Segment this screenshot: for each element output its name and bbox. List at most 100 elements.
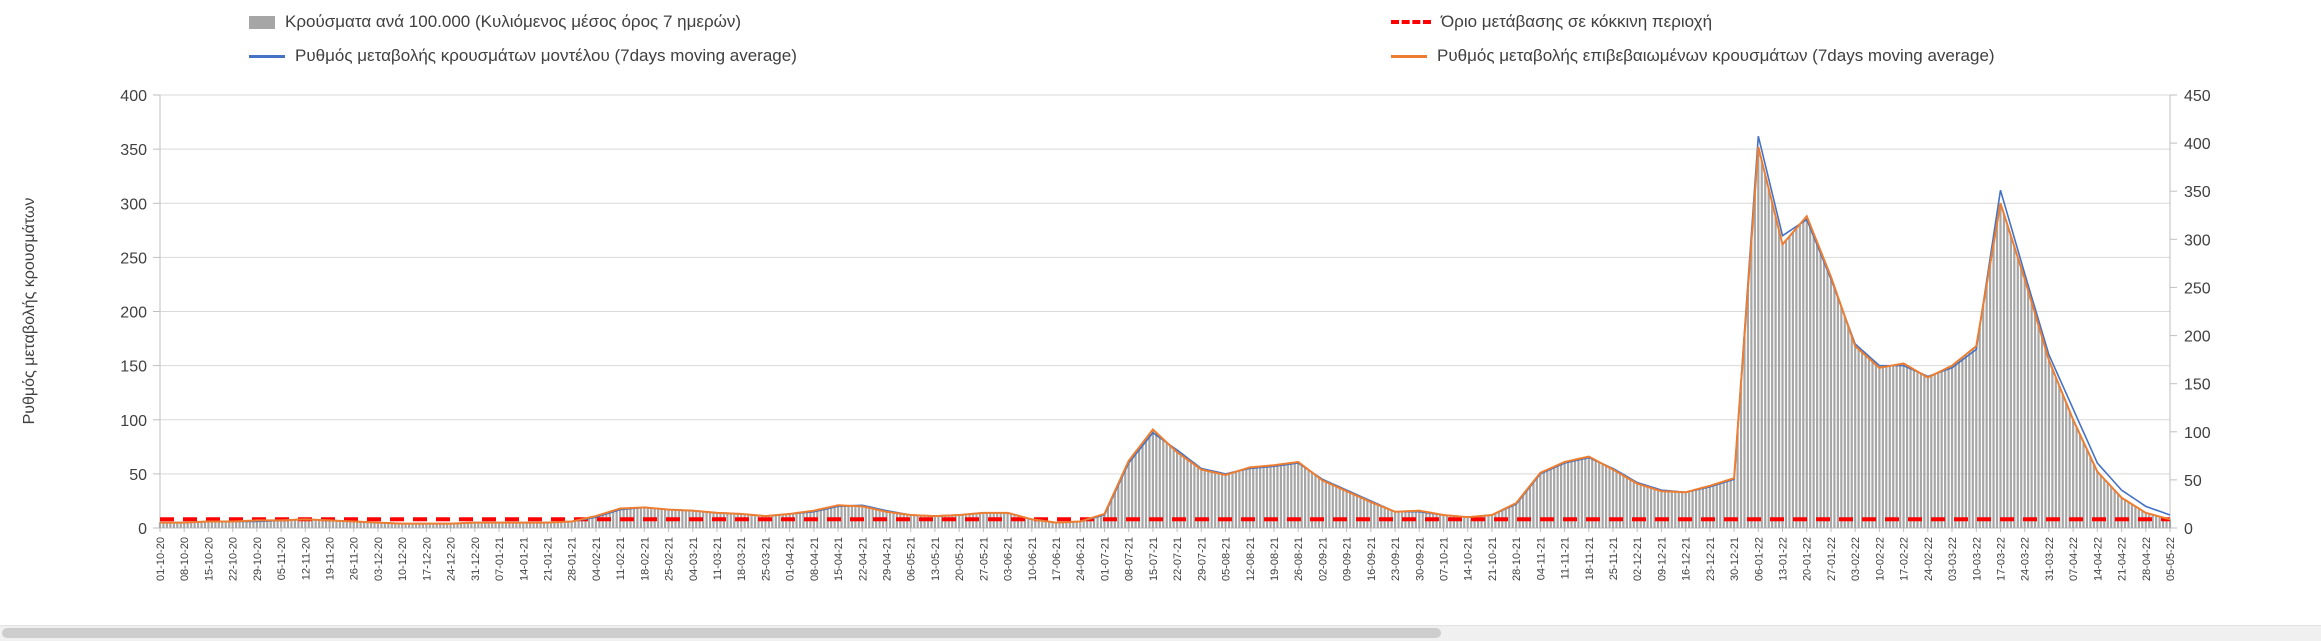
x-axis-tick-label: 21-10-21 xyxy=(1487,537,1499,581)
x-axis-tick-label: 02-12-21 xyxy=(1632,537,1644,581)
left-axis-tick-label: 50 xyxy=(129,467,147,484)
x-axis-tick-label: 09-09-21 xyxy=(1342,537,1354,581)
x-axis-tick-label: 29-04-21 xyxy=(882,537,894,581)
x-axis-tick-label: 07-10-21 xyxy=(1439,537,1451,581)
x-axis-tick-label: 11-11-21 xyxy=(1560,537,1572,579)
x-axis-tick-label: 19-08-21 xyxy=(1269,537,1281,581)
x-axis-tick-label: 15-04-21 xyxy=(833,537,845,581)
scrollbar-thumb[interactable] xyxy=(2,628,1442,638)
x-axis-tick-label: 28-04-22 xyxy=(2141,537,2153,581)
right-axis-tick-label: 200 xyxy=(2184,329,2211,346)
x-axis-tick-label: 12-08-21 xyxy=(1245,537,1257,581)
x-axis-tick-label: 01-10-20 xyxy=(155,537,167,581)
x-axis-tick-label: 11-02-21 xyxy=(615,537,627,580)
x-axis-tick-label: 15-07-21 xyxy=(1148,537,1160,581)
x-axis-tick-label: 22-04-21 xyxy=(857,537,869,581)
legend-label-model-line: Ρυθμός μεταβολής κρουσμάτων μοντέλου (7d… xyxy=(295,46,797,65)
right-axis-tick-label: 350 xyxy=(2184,184,2211,201)
right-axis-tick-label: 150 xyxy=(2184,377,2211,394)
x-axis-tick-label: 27-01-22 xyxy=(1826,537,1838,581)
left-axis-tick-label: 400 xyxy=(120,88,147,105)
x-axis-tick-label: 07-04-22 xyxy=(2068,537,2080,581)
left-axis-tick-label: 200 xyxy=(120,305,147,322)
right-axis-tick-label: 450 xyxy=(2184,88,2211,105)
x-axis-tick-label: 08-07-21 xyxy=(1124,537,1136,581)
x-axis-tick-label: 29-07-21 xyxy=(1196,537,1208,581)
x-axis-tick-label: 24-06-21 xyxy=(1075,537,1087,581)
x-axis-tick-label: 31-03-22 xyxy=(2044,537,2056,581)
left-axis-tick-label: 350 xyxy=(120,142,147,159)
x-axis-tick-label: 28-01-21 xyxy=(567,537,579,581)
cases-bars xyxy=(158,146,2172,528)
x-axis-tick-label: 21-04-22 xyxy=(2117,537,2129,581)
x-axis-tick-label: 19-11-20 xyxy=(325,537,337,580)
orange-line-swatch-icon xyxy=(1391,54,1427,58)
x-axis-tick-label: 14-04-22 xyxy=(2092,537,2104,581)
x-axis-tick-label: 23-09-21 xyxy=(1390,537,1402,581)
x-axis-tick-label: 25-11-21 xyxy=(1608,537,1620,580)
x-axis-tick-label: 05-11-20 xyxy=(276,537,288,580)
x-axis-tick-label: 27-05-21 xyxy=(978,537,990,581)
x-axis-tick-label: 16-09-21 xyxy=(1366,537,1378,581)
x-axis-tick-label: 26-08-21 xyxy=(1293,537,1305,581)
x-axis-tick-label: 25-03-21 xyxy=(760,537,772,581)
x-axis-tick-label: 05-08-21 xyxy=(1221,537,1233,581)
legend-item-red-threshold: Όριο μετάβασης σε κόκκινη περιοχή xyxy=(1391,12,1712,32)
x-axis-tick-label: 05-05-22 xyxy=(2165,537,2177,581)
x-axis-tick-label: 11-03-21 xyxy=(712,537,724,580)
x-axis-tick-label: 02-09-21 xyxy=(1317,537,1329,581)
x-axis-tick-label: 23-12-21 xyxy=(1705,537,1717,581)
x-axis-tick-label: 17-03-22 xyxy=(1996,537,2008,581)
x-axis-tick-label: 04-03-21 xyxy=(688,537,700,581)
x-axis-tick-label: 08-10-20 xyxy=(179,537,191,581)
x-axis-tick-label: 04-11-21 xyxy=(1535,537,1547,580)
left-axis-tick-label: 100 xyxy=(120,413,147,430)
x-axis-tick-label: 18-03-21 xyxy=(736,537,748,581)
x-axis-tick-label: 10-03-22 xyxy=(1971,537,1983,581)
x-axis-tick-label: 26-11-20 xyxy=(349,537,361,580)
x-axis-tick-label: 14-01-21 xyxy=(518,537,530,581)
x-axis-tick-label: 07-01-21 xyxy=(494,537,506,581)
x-axis-tick-label: 10-02-22 xyxy=(1874,537,1886,581)
x-axis-tick-label: 20-05-21 xyxy=(954,537,966,581)
left-axis-tick-label: 250 xyxy=(120,250,147,267)
x-axis-tick-label: 13-05-21 xyxy=(930,537,942,581)
right-axis-tick-label: 50 xyxy=(2184,473,2202,490)
x-axis-tick-label: 04-02-21 xyxy=(591,537,603,581)
legend-item-confirmed-line: Ρυθμός μεταβολής επιβεβαιωμένων κρουσμάτ… xyxy=(1391,46,1995,66)
left-axis-tick-label: 300 xyxy=(120,196,147,213)
x-axis-tick-label: 03-02-22 xyxy=(1850,537,1862,581)
x-axis-tick-label: 30-12-21 xyxy=(1729,537,1741,581)
right-axis-tick-label: 100 xyxy=(2184,425,2211,442)
bar-series-swatch-icon xyxy=(249,15,275,29)
x-axis-tick-label: 12-11-20 xyxy=(300,537,312,580)
x-axis-tick-label: 24-02-22 xyxy=(1923,537,1935,581)
x-axis-tick-label: 17-02-22 xyxy=(1899,537,1911,581)
legend-label-red-threshold: Όριο μετάβασης σε κόκκινη περιοχή xyxy=(1441,12,1713,31)
x-axis-tick-label: 20-01-22 xyxy=(1802,537,1814,581)
x-axis-tick-label: 21-01-21 xyxy=(543,537,555,581)
x-axis-tick-label: 14-10-21 xyxy=(1463,537,1475,581)
x-axis-tick-label: 03-03-22 xyxy=(1947,537,1959,581)
x-axis-tick-label: 31-12-20 xyxy=(470,537,482,581)
x-axis-tick-label: 06-05-21 xyxy=(906,537,918,581)
x-axis-tick-label: 24-12-20 xyxy=(446,537,458,581)
right-axis-tick-label: 300 xyxy=(2184,232,2211,249)
legend-label-confirmed-line: Ρυθμός μεταβολής επιβεβαιωμένων κρουσμάτ… xyxy=(1437,46,1995,65)
legend-label-cases-bars: Κρούσματα ανά 100.000 (Κυλιόμενος μέσος … xyxy=(285,12,742,31)
legend-item-cases-bars: Κρούσματα ανά 100.000 (Κυλιόμενος μέσος … xyxy=(249,12,741,32)
horizontal-scrollbar[interactable] xyxy=(0,625,2321,641)
x-axis-tick-label: 03-12-20 xyxy=(373,537,385,581)
x-axis-tick-label: 22-07-21 xyxy=(1172,537,1184,581)
x-axis-tick-label: 01-04-21 xyxy=(785,537,797,581)
x-axis-tick-label: 29-10-20 xyxy=(252,537,264,581)
x-axis-tick-label: 10-12-20 xyxy=(397,537,409,581)
left-axis-tick-label: 0 xyxy=(138,521,147,538)
x-axis-tick-label: 30-09-21 xyxy=(1414,537,1426,581)
x-axis-tick-label: 08-04-21 xyxy=(809,537,821,581)
x-axis-tick-label: 09-12-21 xyxy=(1656,537,1668,581)
x-axis-tick-label: 17-06-21 xyxy=(1051,537,1063,581)
x-axis-tick-label: 13-01-22 xyxy=(1778,537,1790,581)
confirmed-line xyxy=(160,146,2171,525)
